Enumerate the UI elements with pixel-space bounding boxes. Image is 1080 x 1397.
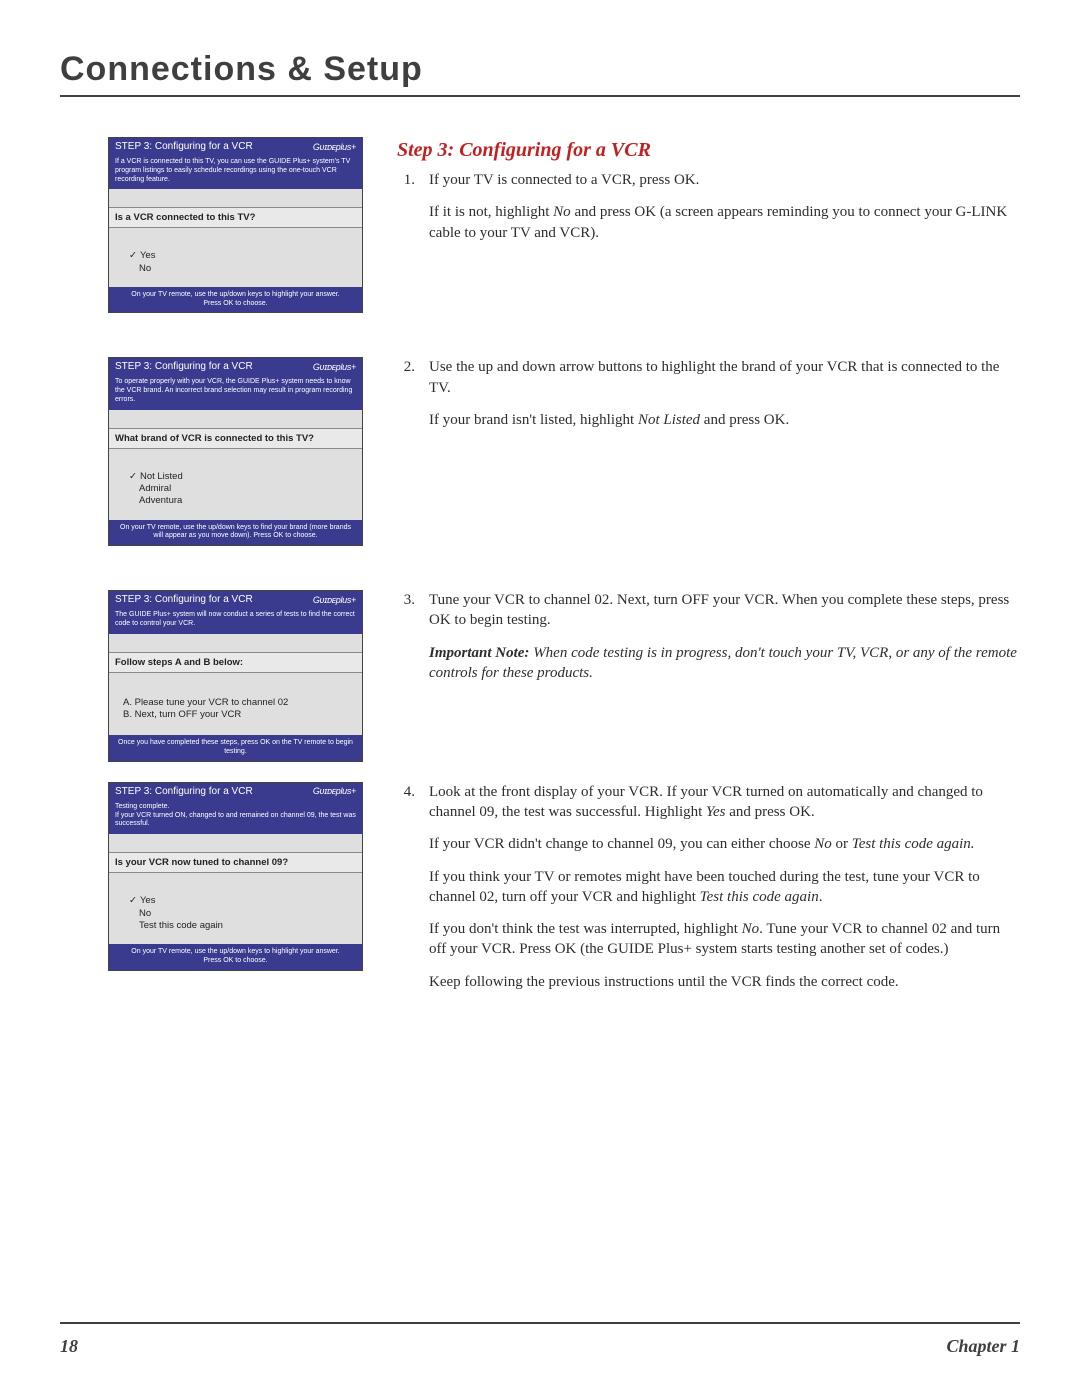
- tv2-brand: Gᴜɪᴅᴇplus+: [313, 362, 356, 372]
- b4-p2-test: Test this code again.: [852, 836, 975, 852]
- b2-p1: Use the up and down arrow buttons to hig…: [429, 357, 1020, 398]
- body-col-3: 3. Tune your VCR to channel 02. Next, tu…: [397, 590, 1020, 695]
- page-number: 18: [60, 1336, 78, 1357]
- step3-heading: Step 3: Configuring for a VCR: [397, 137, 1020, 164]
- b1-p2a: If it is not, highlight: [429, 204, 553, 220]
- b1-p1: If your TV is connected to a VCR, press …: [429, 170, 1020, 190]
- tv4-opt-0: Yes: [129, 895, 342, 907]
- tv4-step: STEP 3:: [115, 786, 152, 797]
- b4-p3b: .: [819, 889, 823, 905]
- tv4-brand: Gᴜɪᴅᴇplus+: [313, 786, 356, 796]
- tv-screenshot-3: STEP 3: Configuring for a VCR Gᴜɪᴅᴇplus+…: [108, 590, 363, 762]
- b4-p4a: If you don't think the test was interrup…: [429, 921, 742, 937]
- num-4: 4.: [397, 782, 415, 823]
- tv1-step: STEP 3:: [115, 141, 152, 152]
- tv3-explain: The GUIDE Plus+ system will now conduct …: [109, 608, 362, 634]
- tv3-step: STEP 3:: [115, 594, 152, 605]
- b4-p2-or: or: [832, 836, 852, 852]
- b4-p1-yes: Yes: [706, 804, 725, 820]
- tv1-explain: If a VCR is connected to this TV, you ca…: [109, 155, 362, 189]
- body-col-2: 2. Use the up and down arrow buttons to …: [397, 357, 1020, 442]
- section-1: STEP 3: Configuring for a VCR Gᴜɪᴅᴇplus+…: [60, 137, 1020, 313]
- tv4-explain: Testing complete. If your VCR turned ON,…: [109, 800, 362, 834]
- tv-screenshot-2: STEP 3: Configuring for a VCR Gᴜɪᴅᴇplus+…: [108, 357, 363, 546]
- num-2: 2.: [397, 357, 415, 398]
- tv4-options: Yes No Test this code again: [109, 891, 362, 944]
- tv3-question: Follow steps A and B below:: [109, 652, 362, 673]
- tv3-step-b: B. Next, turn OFF your VCR: [123, 709, 348, 721]
- tv2-explain: To operate properly with your VCR, the G…: [109, 375, 362, 409]
- section-2: STEP 3: Configuring for a VCR Gᴜɪᴅᴇplus+…: [60, 357, 1020, 546]
- b4-p1b: and press OK.: [726, 804, 815, 820]
- b4-p2-no: No: [814, 836, 832, 852]
- tv1-opt-yes: Yes: [129, 250, 342, 262]
- page-footer: 18 Chapter 1: [60, 1322, 1020, 1357]
- tv3-step-a: A. Please tune your VCR to channel 02: [123, 697, 348, 709]
- b1-p2-no: No: [553, 204, 571, 220]
- tv3-steps: A. Please tune your VCR to channel 02 B.…: [109, 691, 362, 736]
- b4-p2a: If your VCR didn't change to channel 09,…: [429, 836, 814, 852]
- tv2-opt-2: Adventura: [129, 495, 342, 507]
- section-3: STEP 3: Configuring for a VCR Gᴜɪᴅᴇplus+…: [60, 590, 1020, 762]
- b3-p1: Tune your VCR to channel 02. Next, turn …: [429, 590, 1020, 631]
- tv3-title: Configuring for a VCR: [155, 594, 253, 605]
- tv4-title: Configuring for a VCR: [155, 786, 253, 797]
- tv4-footer: On your TV remote, use the up/down keys …: [109, 944, 362, 970]
- b2-p2-nl: Not Listed: [638, 412, 700, 428]
- tv3-brand: Gᴜɪᴅᴇplus+: [313, 595, 356, 605]
- tv1-question: Is a VCR connected to this TV?: [109, 207, 362, 228]
- b2-p2b: and press OK.: [700, 412, 789, 428]
- tv4-opt-2: Test this code again: [129, 920, 342, 932]
- b3-note-lead: Important Note:: [429, 645, 533, 661]
- title-rule: [60, 95, 1020, 97]
- tv2-step: STEP 3:: [115, 361, 152, 372]
- tv1-options: Yes No: [109, 246, 362, 287]
- b2-p2a: If your brand isn't listed, highlight: [429, 412, 638, 428]
- tv4-opt-1: No: [129, 908, 342, 920]
- tv3-footer: Once you have completed these steps, pre…: [109, 735, 362, 761]
- tv1-title: Configuring for a VCR: [155, 141, 253, 152]
- tv-screenshot-4: STEP 3: Configuring for a VCR Gᴜɪᴅᴇplus+…: [108, 782, 363, 971]
- tv2-footer: On your TV remote, use the up/down keys …: [109, 520, 362, 546]
- b4-p5: Keep following the previous instructions…: [429, 974, 899, 990]
- page-title: Connections & Setup: [60, 50, 1020, 89]
- b4-p3-test: Test this code again: [700, 889, 819, 905]
- b4-p4-no: No: [742, 921, 760, 937]
- body-col-1: Step 3: Configuring for a VCR 1. If your…: [397, 137, 1020, 255]
- body-col-4: 4. Look at the front display of your VCR…: [397, 782, 1020, 1004]
- tv2-question: What brand of VCR is connected to this T…: [109, 428, 362, 449]
- num-1: 1.: [397, 170, 415, 190]
- tv1-footer: On your TV remote, use the up/down keys …: [109, 287, 362, 313]
- tv-screenshot-1: STEP 3: Configuring for a VCR Gᴜɪᴅᴇplus+…: [108, 137, 363, 313]
- tv2-opt-1: Admiral: [129, 483, 342, 495]
- tv2-options: Not Listed Admiral Adventura: [109, 467, 362, 520]
- tv1-opt-no: No: [129, 263, 342, 275]
- chapter-label: Chapter 1: [946, 1336, 1020, 1357]
- tv1-brand: Gᴜɪᴅᴇplus+: [313, 142, 356, 152]
- tv2-title: Configuring for a VCR: [155, 361, 253, 372]
- tv4-question: Is your VCR now tuned to channel 09?: [109, 852, 362, 873]
- num-3: 3.: [397, 590, 415, 631]
- section-4: STEP 3: Configuring for a VCR Gᴜɪᴅᴇplus+…: [60, 782, 1020, 1004]
- tv2-opt-0: Not Listed: [129, 471, 342, 483]
